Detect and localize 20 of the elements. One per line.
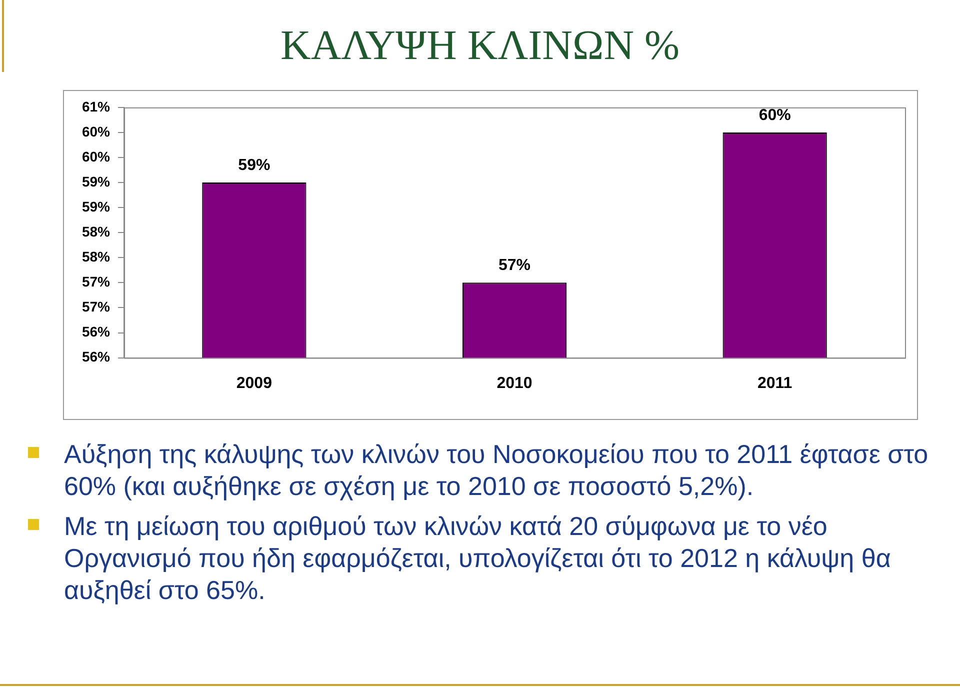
text: Αύξηση της κάλυψης των κλινών του Νοσοκομείου που το 2011 έφτασε στο 60% (και αυξήθηκε σε σχέση με το 2010 σε ποσοστό 5,2%).	[63, 438, 930, 502]
y-tick-label: 58%	[82, 248, 111, 264]
text: Με τη μείωση του αριθμού των κλινών κατά 20 σύμφωνα με το νέο Οργανισμό που ήδη εφαρμόζεται, υπολογίζεται ότι το 2012 η κάλυψη θα αυξηθεί στο 65%.	[63, 510, 892, 606]
data-label: 59%	[238, 156, 270, 174]
y-tick-label: 58%	[82, 223, 111, 240]
y-tick-label: 56%	[82, 348, 111, 365]
x-tick-label: 2011	[757, 374, 792, 392]
y-tick-label: 57%	[82, 274, 111, 290]
y-tick-label: 60%	[82, 123, 111, 140]
data-label: 57%	[498, 257, 531, 274]
y-tick-label: 60%	[82, 148, 111, 164]
y-tick-label: 59%	[82, 198, 111, 214]
y-tick-label: 57%	[82, 298, 111, 315]
y-tick-label: 56%	[82, 324, 111, 340]
x-tick-label: 2010	[496, 374, 532, 392]
y-tick-label: 59%	[82, 173, 111, 190]
y-tick-label: 61%	[82, 98, 111, 114]
chart-title: ΚΑΛΥΨΗ ΚΛΙΝΩΝ %	[279, 22, 681, 70]
x-tick-label: 2009	[236, 374, 272, 392]
data-label: 60%	[758, 106, 791, 124]
